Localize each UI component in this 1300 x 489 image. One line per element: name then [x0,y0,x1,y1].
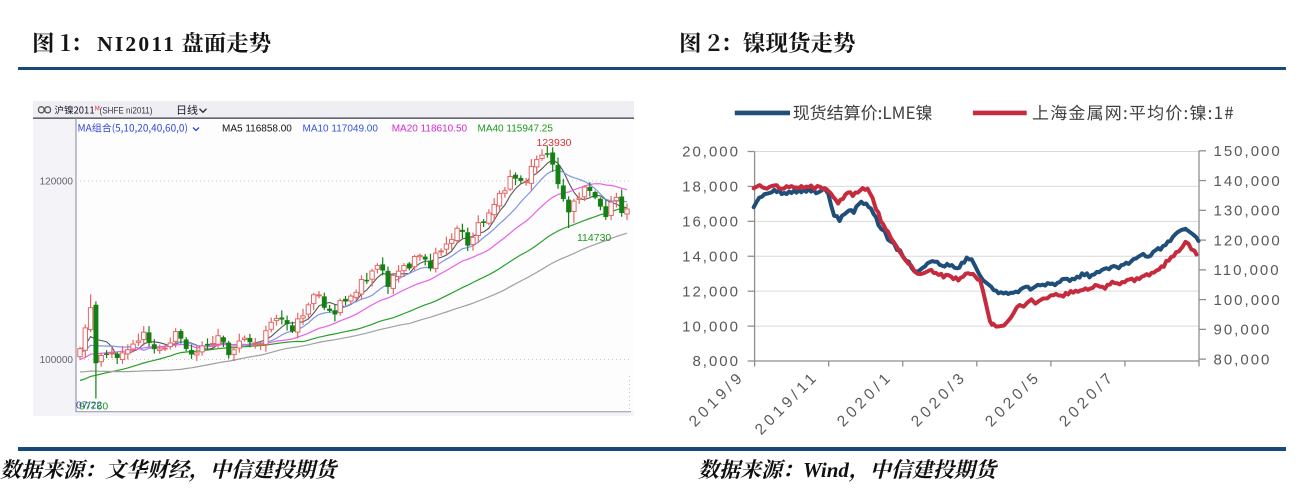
svg-text:120,000: 120,000 [1214,232,1282,249]
svg-text:现货结算价:LME镍: 现货结算价:LME镍 [793,99,933,124]
svg-text:(SHFE ni2011): (SHFE ni2011) [100,105,153,116]
svg-text:90,000: 90,000 [1214,322,1272,339]
svg-text:100000: 100000 [40,355,74,366]
svg-text:MA40 115947.25: MA40 115947.25 [478,124,554,135]
svg-text:2020/1: 2020/1 [834,368,897,431]
svg-text:110,000: 110,000 [1214,262,1281,279]
svg-text:MA组合(5,10,20,40,60,0): MA组合(5,10,20,40,60,0) [78,120,188,135]
svg-text:16,000: 16,000 [682,214,740,231]
svg-text:2020/3: 2020/3 [908,368,971,431]
svg-text:日线: 日线 [176,102,198,118]
svg-text:8,000: 8,000 [692,353,740,370]
svg-text:沪镍2011M: 沪镍2011M [55,102,100,116]
svg-text:130,000: 130,000 [1214,203,1282,220]
svg-text:150,000: 150,000 [1214,143,1282,160]
svg-text:07/22: 07/22 [76,400,102,412]
svg-text:14,000: 14,000 [682,248,740,265]
svg-text:12,000: 12,000 [682,283,740,300]
svg-text:MA20 118610.50: MA20 118610.50 [392,124,468,135]
svg-text:18,000: 18,000 [682,179,740,196]
svg-text:80,000: 80,000 [1214,351,1272,368]
svg-text:2019/11: 2019/11 [752,368,823,439]
svg-text:123930: 123930 [536,137,571,149]
svg-text:MA5 116858.00: MA5 116858.00 [222,124,292,135]
svg-text:140,000: 140,000 [1214,173,1282,190]
svg-text:2020/7: 2020/7 [1056,368,1119,431]
svg-text:MA10 117049.00: MA10 117049.00 [303,124,379,135]
svg-text:2020/5: 2020/5 [982,368,1045,431]
svg-text:10,000: 10,000 [682,318,740,335]
svg-text:2019/9: 2019/9 [686,368,749,431]
svg-text:20,000: 20,000 [682,144,740,161]
svg-text:上海金属网:平均价:镍:1#: 上海金属网:平均价:镍:1# [1032,99,1235,124]
svg-text:100,000: 100,000 [1214,292,1282,309]
svg-text:114730: 114730 [577,232,611,244]
svg-text:97760: 97760 [79,401,108,413]
svg-text:120000: 120000 [40,177,74,188]
